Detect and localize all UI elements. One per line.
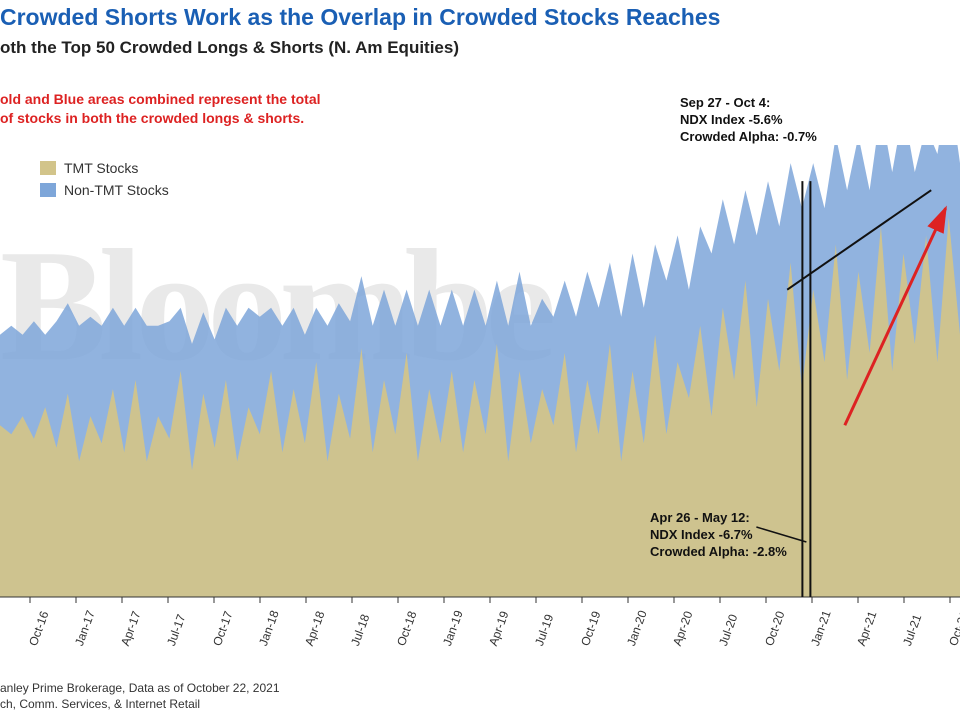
x-axis-label: Oct-21 — [946, 609, 960, 648]
x-axis-label: Apr-19 — [486, 609, 511, 648]
x-axis-label: Jul-21 — [900, 612, 924, 648]
x-axis-label: Apr-17 — [118, 609, 143, 648]
x-axis-label: Jan-20 — [624, 609, 650, 648]
chart-container: { "title": "Crowded Shorts Work as the O… — [0, 0, 960, 720]
x-axis-label: Oct-20 — [762, 609, 787, 648]
x-axis-label: Jan-19 — [440, 609, 466, 648]
x-axis-label: Jan-21 — [808, 609, 834, 648]
x-axis-labels: Oct-16 Jan-17 Apr-17 Jul-17 Oct-17 Jan-18 Apr-… — [0, 0, 960, 720]
x-axis-label: Oct-16 — [26, 609, 51, 648]
x-axis-label: Oct-19 — [578, 609, 603, 648]
x-axis-label: Jul-19 — [532, 612, 556, 648]
x-axis-label: Jan-17 — [72, 609, 98, 648]
x-axis-label: Jul-20 — [716, 612, 740, 648]
x-axis-label: Oct-17 — [210, 609, 235, 648]
x-axis-label: Jul-18 — [348, 612, 372, 648]
x-axis-label: Apr-18 — [302, 609, 327, 648]
x-axis-label: Jan-18 — [256, 609, 282, 648]
x-axis-label: Jul-17 — [164, 612, 188, 648]
x-axis-label: Apr-21 — [854, 609, 879, 648]
x-axis-label: Oct-18 — [394, 609, 419, 648]
x-axis-label: Apr-20 — [670, 609, 695, 648]
